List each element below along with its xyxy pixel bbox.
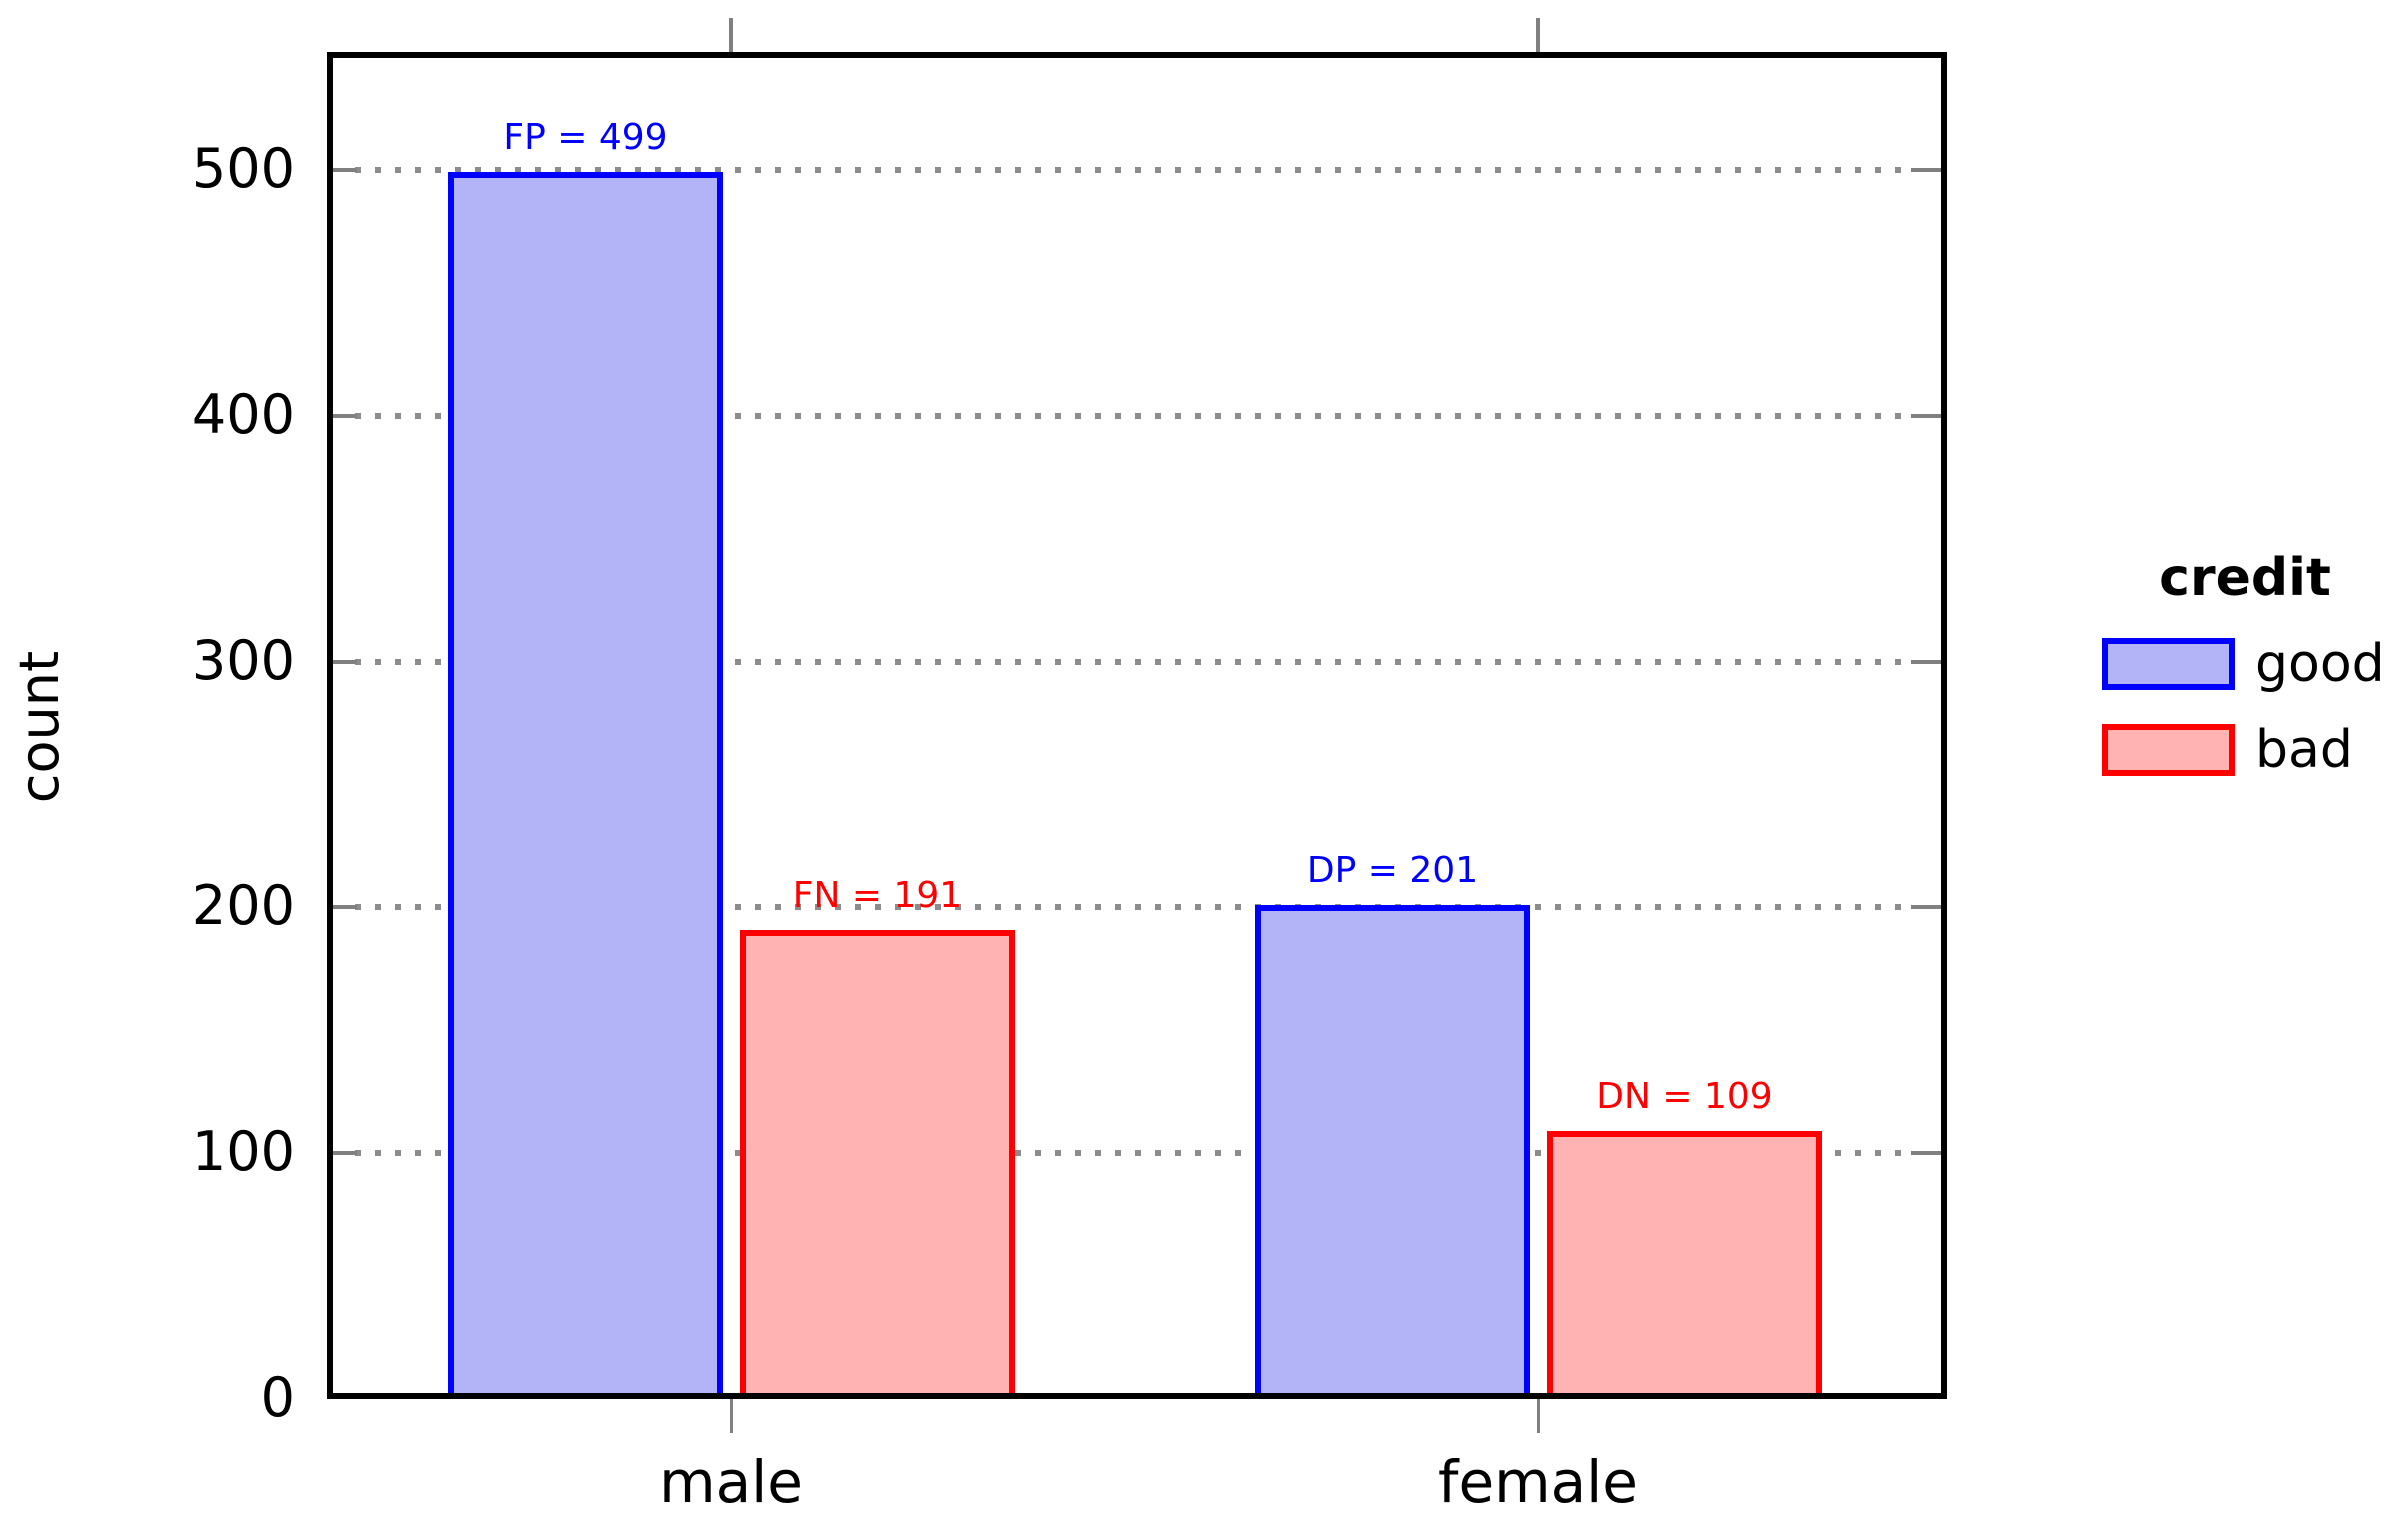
x-tick-top-female [1536,18,1540,52]
legend-entry-bad: bad [2080,724,2401,776]
y-tick-right-200 [1911,905,1941,910]
y-tick-label-200: 200 [191,874,295,938]
gridline-400 [355,412,1909,419]
legend-label-bad: bad [2255,720,2353,780]
bar-value-label-female-bad: DN = 109 [1596,1076,1773,1118]
y-tick-label-400: 400 [191,383,295,447]
legend-swatch-bad [2102,724,2235,776]
y-tick-left-500 [333,167,357,172]
y-tick-left-100 [333,1151,357,1156]
gridline-200 [355,904,1909,911]
y-tick-right-100 [1911,1151,1941,1156]
bar-male-good [448,172,723,1399]
gridline-500 [355,166,1909,173]
legend-swatch-good [2102,638,2235,690]
y-tick-label-300: 300 [191,628,295,692]
legend-entry-good: good [2080,638,2401,690]
y-axis-title: count [8,650,71,804]
y-tick-left-200 [333,905,357,910]
bar-female-bad [1547,1131,1822,1399]
bar-value-label-male-good: FP = 499 [503,117,668,159]
bar-value-label-male-bad: FN = 191 [792,874,963,916]
y-tick-label-100: 100 [191,1120,295,1184]
bar-female-good [1255,904,1530,1399]
y-tick-right-400 [1911,413,1941,418]
bar-male-bad [740,929,1015,1399]
x-tick-bottom-female [1537,1399,1540,1433]
x-tick-label-male: male [659,1448,803,1516]
gridline-100 [355,1150,1909,1157]
y-tick-left-300 [333,659,357,664]
y-tick-right-300 [1911,659,1941,664]
legend-label-good: good [2255,634,2385,694]
y-tick-right-500 [1911,167,1941,172]
legend-title: credit [2159,548,2331,608]
x-tick-top-male [729,18,733,52]
gridline-300 [355,658,1909,665]
plot-area: FP = 499 FN = 191 DP = 201 DN = 109 [327,52,1947,1399]
x-tick-label-female: female [1438,1448,1638,1516]
x-tick-bottom-male [730,1399,733,1433]
legend: credit good bad [2080,548,2401,810]
bar-value-label-female-good: DP = 201 [1306,849,1479,891]
y-tick-label-500: 500 [191,137,295,201]
y-tick-left-400 [333,413,357,418]
y-tick-label-0: 0 [260,1366,295,1430]
